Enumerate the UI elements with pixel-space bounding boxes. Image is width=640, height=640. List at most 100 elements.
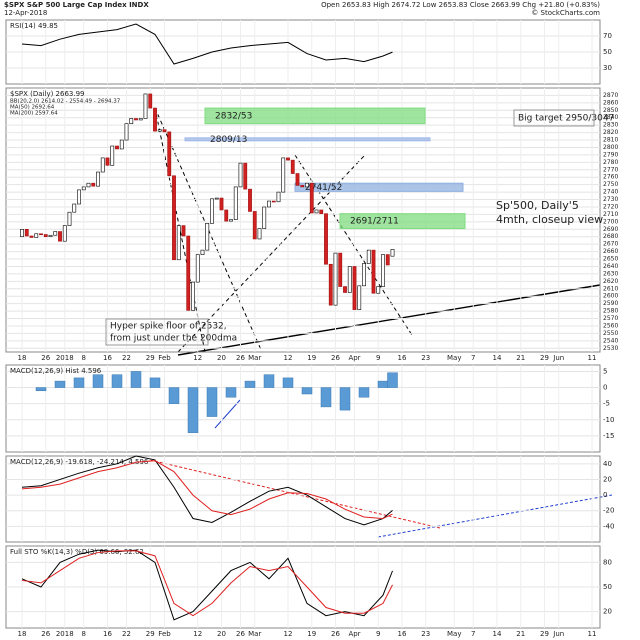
series-line [21, 549, 393, 621]
y-tick-label: 30 [603, 64, 612, 72]
y-tick-label: 2630 [603, 270, 618, 277]
bar [282, 377, 294, 388]
bar [54, 380, 66, 388]
y-tick-label: -15 [603, 432, 614, 440]
panel-title: MACD(12,26,9) Hist 4.596 [10, 367, 102, 375]
candle [62, 225, 67, 242]
candle [191, 281, 195, 311]
zone [184, 137, 431, 142]
candle [224, 209, 229, 222]
x-tick-label: May [447, 630, 461, 638]
x-tick-label: 20 [217, 354, 226, 362]
x-tick-label: 12 [284, 630, 293, 638]
candle [43, 234, 48, 238]
y-tick-label: 50 [603, 583, 612, 591]
y-tick-label: 2780 [603, 159, 618, 166]
legend-text: MA(50) 2692.64 [10, 105, 55, 111]
candle [86, 182, 91, 188]
candle [58, 231, 62, 242]
bar [339, 387, 351, 411]
candle [352, 266, 357, 310]
annotation-box [513, 109, 595, 127]
y-tick-label: 2610 [603, 285, 618, 292]
annotation: 4mth, closeup view [496, 213, 603, 226]
candle [295, 173, 300, 186]
y-tick-label: 2830 [603, 122, 618, 129]
candle [319, 209, 324, 214]
x-tick-label: 19 [307, 630, 316, 638]
candle [305, 182, 309, 188]
x-tick-label: 14 [493, 354, 502, 362]
panel [5, 87, 601, 353]
credit: © StockCharts.com [531, 9, 600, 17]
y-tick-label: 0 [603, 384, 607, 392]
y-tick-label: 20 [603, 475, 612, 483]
x-tick-label: 9 [376, 354, 380, 362]
y-tick-label: 2560 [603, 322, 618, 329]
annotation: Sp'500, Daily'5 [496, 199, 579, 212]
zone-label: 2809/13 [210, 135, 247, 145]
candle [324, 213, 328, 265]
y-tick-label: 2690 [603, 226, 618, 233]
candle [210, 198, 214, 224]
candle [300, 185, 305, 188]
bar [168, 387, 180, 404]
x-tick-label: 9 [376, 630, 380, 638]
candle [248, 188, 252, 212]
candle [328, 263, 333, 306]
candle [148, 93, 153, 109]
x-tick-label: 21 [516, 354, 525, 362]
series-line [21, 550, 393, 617]
candle [29, 235, 34, 238]
candle [119, 139, 124, 150]
x-tick-label: 7 [471, 354, 475, 362]
zone [339, 213, 466, 230]
bar [358, 387, 370, 398]
y-tick-label: 2720 [603, 203, 618, 210]
x-tick-label: 16 [103, 630, 112, 638]
y-tick-label: -5 [603, 400, 610, 408]
y-tick-label: 2660 [603, 248, 618, 255]
candle [105, 157, 110, 166]
y-tick-label: 2700 [603, 218, 618, 225]
y-tick-label: 2840 [603, 114, 618, 121]
y-tick-label: 2760 [603, 174, 618, 181]
x-tick-label: 18 [18, 630, 27, 638]
candle [267, 200, 271, 208]
y-tick-label: 2750 [603, 181, 618, 188]
trendline [214, 399, 241, 429]
x-tick-label: 7 [471, 630, 475, 638]
panel [5, 455, 601, 543]
candle [376, 286, 381, 294]
x-tick-label: 29 [146, 630, 155, 638]
candle [286, 157, 290, 161]
candle [281, 157, 286, 193]
candle [153, 107, 157, 132]
y-tick-label: -10 [603, 416, 614, 424]
x-tick-label: 26 [41, 354, 50, 362]
x-tick-label: 8 [82, 630, 86, 638]
candle [271, 200, 276, 203]
y-tick-label: 70 [603, 32, 612, 40]
x-tick-label: 12 [284, 354, 293, 362]
candle [343, 286, 347, 293]
x-tick-label: 23 [421, 630, 430, 638]
candle [229, 219, 233, 222]
x-tick-label: 26 [236, 630, 245, 638]
y-tick-label: 2650 [603, 256, 618, 263]
candle [385, 254, 390, 266]
candle [67, 211, 72, 226]
candle [129, 118, 134, 124]
bar [244, 380, 256, 388]
panel-title: MACD(12,26,9) -19.618, -24.214, 4.596 [10, 458, 149, 466]
y-tick-label: 2530 [603, 345, 618, 352]
candle [252, 211, 257, 240]
candle [338, 252, 343, 287]
annotation: from just under the 200dma [110, 334, 237, 344]
candle [81, 186, 86, 191]
annotation-box [105, 318, 209, 346]
annotation: Hyper spike floor of 2532, [110, 322, 227, 332]
candle [381, 254, 385, 287]
candle [172, 175, 176, 261]
